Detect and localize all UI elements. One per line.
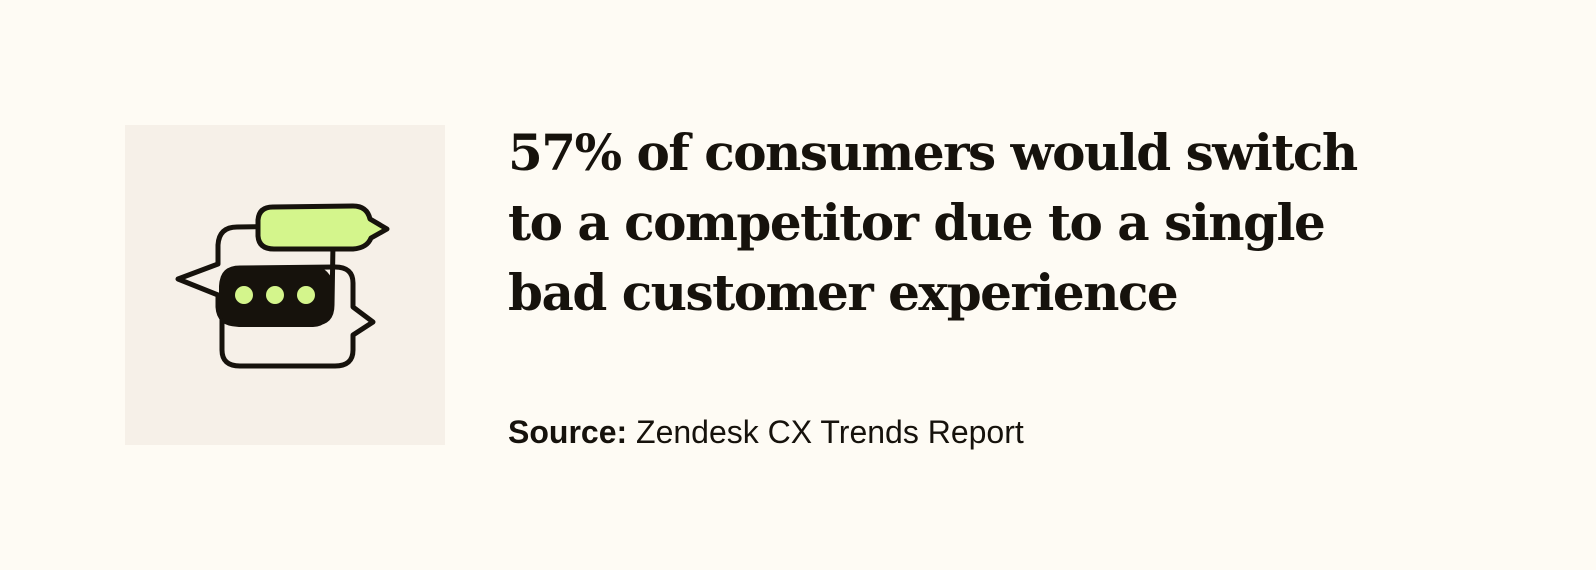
green-speech-bubble-icon [255,203,390,252]
typing-dot-icon [235,286,253,304]
source-text: Zendesk CX Trends Report [627,414,1024,450]
illustration-tile [125,125,445,445]
source-label: Source: [508,414,628,450]
stat-headline: 57% of consumers would switch to a compe… [508,123,1358,322]
chat-bubbles-icon [175,203,390,369]
source-citation: Source: Zendesk CX Trends Report [508,412,1024,452]
stat-content: 57% of consumers would switch to a compe… [508,118,1388,328]
typing-dot-icon [297,286,315,304]
typing-dot-icon [266,286,284,304]
